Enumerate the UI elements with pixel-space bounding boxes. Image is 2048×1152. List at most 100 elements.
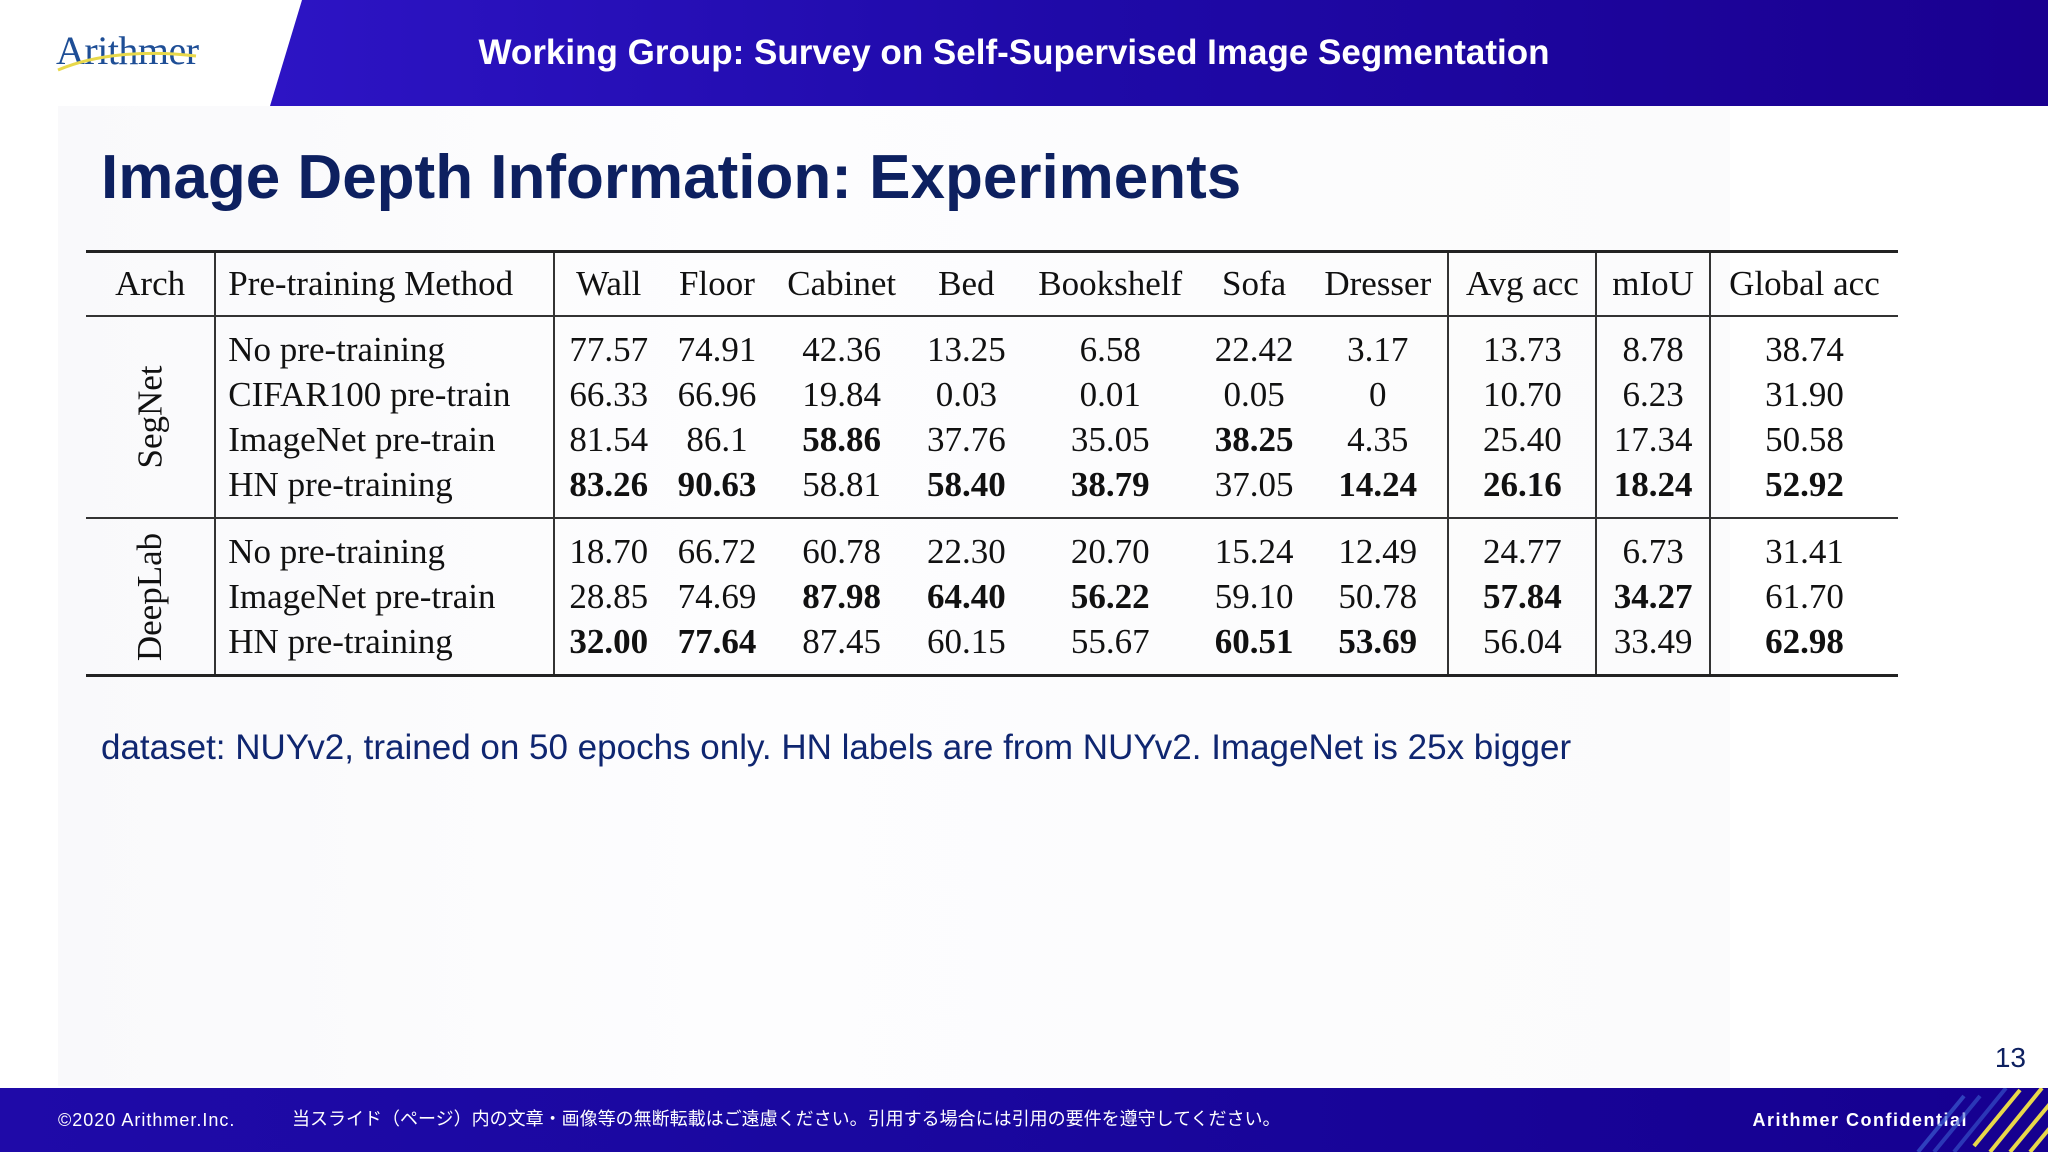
value-cell: 66.33	[569, 374, 649, 414]
logo-text: Arithmer	[56, 28, 199, 73]
value-cell: 42.36	[802, 329, 882, 369]
table-row: ImageNet pre-train 81.54 86.1 58.86 37.76 35.…	[86, 417, 1898, 462]
deeplab-group: DeepLab No pre-training 18.70 66.72 60.78 22.…	[86, 518, 1898, 676]
value-cell: 66.96	[677, 374, 757, 414]
arch-cell: DeepLab	[86, 518, 217, 676]
value-cell: 58.81	[802, 464, 882, 504]
value-cell: 18.70	[569, 531, 649, 571]
value-cell: 52.92	[1765, 464, 1844, 504]
value-cell: 74.69	[677, 576, 757, 616]
value-cell: 6.23	[1596, 372, 1711, 417]
value-cell: 6.73	[1596, 518, 1711, 574]
value-cell: 15.24	[1214, 531, 1294, 571]
value-cell: 0.03	[935, 374, 997, 414]
value-cell: 32.00	[569, 621, 649, 661]
value-cell: 66.72	[677, 531, 757, 571]
value-cell: 25.40	[1448, 417, 1598, 462]
header-sofa: Sofa	[1222, 264, 1287, 303]
value-cell: 33.49	[1596, 619, 1711, 676]
caption-text: dataset: NUYv2, trained on 50 epochs onl…	[101, 728, 1572, 767]
value-cell: 22.42	[1214, 329, 1294, 369]
value-cell: 58.86	[802, 419, 882, 459]
value-cell: 60.15	[927, 621, 1006, 661]
value-cell: 0.01	[1079, 374, 1141, 414]
value-cell: 81.54	[569, 419, 649, 459]
value-cell: 3.17	[1308, 316, 1450, 372]
method-cell: HN pre-training	[215, 619, 555, 676]
value-cell: 74.91	[677, 329, 757, 369]
logo-swoosh-icon	[57, 51, 197, 72]
value-cell: 8.78	[1596, 316, 1711, 372]
value-cell: 64.40	[927, 576, 1006, 616]
value-cell: 38.25	[1214, 419, 1294, 459]
value-cell: 56.22	[1070, 576, 1150, 616]
arch-label: SegNet	[130, 365, 170, 469]
value-cell: 60.78	[802, 531, 882, 571]
value-cell: 87.45	[802, 621, 882, 661]
footer-copyright: ©2020 Arithmer.Inc.	[58, 1110, 236, 1130]
value-cell: 77.64	[677, 621, 757, 661]
value-cell: 61.70	[1765, 576, 1844, 616]
value-cell: 26.16	[1448, 462, 1598, 518]
value-cell: 77.57	[569, 329, 649, 369]
value-cell: 50.58	[1765, 419, 1844, 459]
arithmer-logo: Arithmer	[56, 26, 226, 76]
header-title: Working Group: Survey on Self-Supervised…	[270, 0, 2048, 106]
value-cell: 37.05	[1214, 464, 1294, 504]
header-miou: mIoU	[1596, 251, 1711, 316]
table-row: HN pre-training 83.26 90.63 58.81 58.40 38.79…	[86, 462, 1898, 518]
value-cell: 53.69	[1308, 619, 1450, 676]
value-cell: 13.25	[927, 329, 1006, 369]
footer-notice: 当スライド（ページ）内の文章・画像等の無断転載はご遠慮ください。引用する場合には…	[292, 1109, 1281, 1130]
value-cell: 17.34	[1596, 417, 1711, 462]
value-cell: 10.70	[1448, 372, 1598, 417]
table-header-row: Arch Pre-training Method Wall Floor Cabi…	[86, 251, 1898, 316]
method-cell: No pre-training	[215, 518, 555, 574]
header-bed: Bed	[938, 264, 995, 303]
header-band	[270, 0, 2048, 106]
value-cell: 18.24	[1596, 462, 1711, 518]
value-cell: 13.73	[1448, 316, 1598, 372]
segnet-group: SegNet No pre-training 77.57 74.91 42.36 13.2…	[86, 316, 1898, 518]
value-cell: 62.98	[1765, 621, 1844, 661]
header-dresser: Dresser	[1308, 251, 1450, 316]
decorative-stripes-icon	[1916, 1088, 2048, 1152]
value-cell: 28.85	[569, 576, 649, 616]
value-cell: 6.58	[1079, 329, 1141, 369]
value-cell: 12.49	[1308, 518, 1450, 574]
arch-label: DeepLab	[130, 532, 170, 661]
value-cell: 60.51	[1214, 621, 1294, 661]
value-cell: 19.84	[802, 374, 882, 414]
table-row: CIFAR100 pre-train 66.33 66.96 19.84 0.03 0.0…	[86, 372, 1898, 417]
method-cell: ImageNet pre-train	[215, 417, 555, 462]
header-global-acc: Global acc	[1729, 264, 1880, 303]
header-arch: Arch	[86, 251, 217, 316]
header-floor: Floor	[679, 264, 755, 303]
method-cell: HN pre-training	[215, 462, 555, 518]
value-cell: 14.24	[1308, 462, 1450, 518]
value-cell: 55.67	[1070, 621, 1150, 661]
value-cell: 83.26	[569, 464, 649, 504]
header-avg-acc: Avg acc	[1448, 251, 1598, 316]
value-cell: 38.74	[1765, 329, 1844, 369]
value-cell: 0.05	[1223, 374, 1285, 414]
footer-confidential: Arithmer Confidential	[1752, 1110, 1968, 1130]
value-cell: 58.40	[927, 464, 1006, 504]
value-cell: 90.63	[677, 464, 757, 504]
value-cell: 34.27	[1596, 574, 1711, 619]
value-cell: 24.77	[1448, 518, 1598, 574]
value-cell: 22.30	[927, 531, 1006, 571]
table-row: SegNet No pre-training 77.57 74.91 42.36 13.2…	[86, 316, 1898, 518]
value-cell: 87.98	[802, 576, 882, 616]
table-row: ImageNet pre-train 28.85 74.69 87.98 64.40 56…	[86, 574, 1898, 619]
header-cabinet: Cabinet	[787, 264, 897, 303]
value-cell: 0	[1308, 372, 1450, 417]
header-method: Pre-training Method	[215, 251, 555, 316]
page-number: 13	[1994, 1042, 2026, 1073]
value-cell: 37.76	[927, 419, 1006, 459]
arch-cell: SegNet	[86, 316, 217, 518]
value-cell: 38.79	[1070, 464, 1150, 504]
results-table-container: Arch Pre-training Method Wall Floor Cabi…	[86, 250, 1898, 677]
method-cell: ImageNet pre-train	[215, 574, 555, 619]
value-cell: 50.78	[1308, 574, 1450, 619]
